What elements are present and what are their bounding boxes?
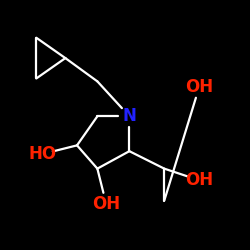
Text: HO: HO bbox=[28, 145, 56, 163]
Text: OH: OH bbox=[185, 78, 213, 96]
Text: N: N bbox=[122, 107, 136, 125]
Text: OH: OH bbox=[92, 194, 120, 212]
Text: OH: OH bbox=[185, 171, 213, 189]
